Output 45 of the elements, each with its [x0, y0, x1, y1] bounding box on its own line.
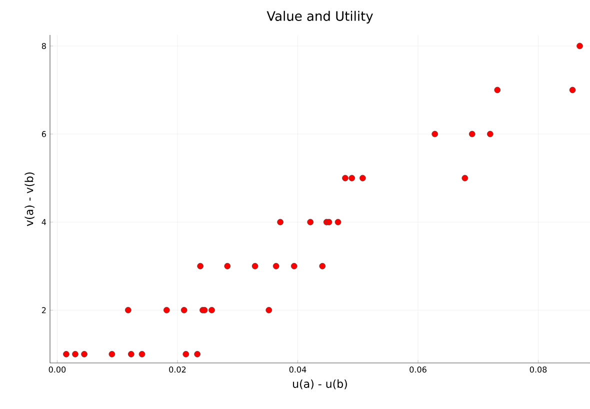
point [124, 306, 132, 314]
x-tick-label: 0.06 [410, 366, 426, 373]
point [494, 86, 501, 94]
point [72, 350, 78, 358]
point [224, 262, 231, 270]
x-tick-label: 0.00 [48, 366, 66, 373]
point [208, 306, 215, 314]
point [334, 218, 342, 226]
chart-title: Value and Utility [266, 10, 373, 24]
point [348, 174, 356, 182]
point [266, 306, 272, 314]
y-tick-label: 8 [42, 42, 46, 50]
point [319, 262, 326, 270]
point [342, 174, 348, 182]
point [569, 86, 576, 94]
y-tick-label: 4 [42, 219, 46, 226]
point [486, 130, 494, 138]
point [307, 218, 314, 226]
point [359, 174, 366, 182]
point [81, 350, 88, 358]
point [163, 306, 170, 314]
point [277, 218, 284, 226]
point [290, 262, 298, 270]
x-tick-label: 0.08 [530, 366, 547, 373]
point [128, 350, 134, 358]
point [108, 350, 116, 358]
point [462, 174, 468, 182]
point [432, 130, 438, 138]
x-tick-label: 0.02 [169, 366, 186, 373]
point [252, 262, 258, 270]
point [182, 350, 190, 358]
point [326, 218, 332, 226]
point [197, 262, 204, 270]
x-tick-label: 0.04 [289, 366, 306, 373]
y-tick-label: 6 [42, 131, 46, 138]
y-axis-title: v(a) - v(b) [24, 172, 35, 226]
point [138, 350, 146, 358]
point [576, 42, 583, 50]
y-tick-label: 2 [42, 307, 46, 314]
point [63, 350, 70, 358]
x-axis-title: u(a) - u(b) [293, 379, 347, 390]
point [272, 262, 280, 270]
point [468, 130, 476, 138]
point [180, 306, 188, 314]
point [194, 350, 201, 358]
